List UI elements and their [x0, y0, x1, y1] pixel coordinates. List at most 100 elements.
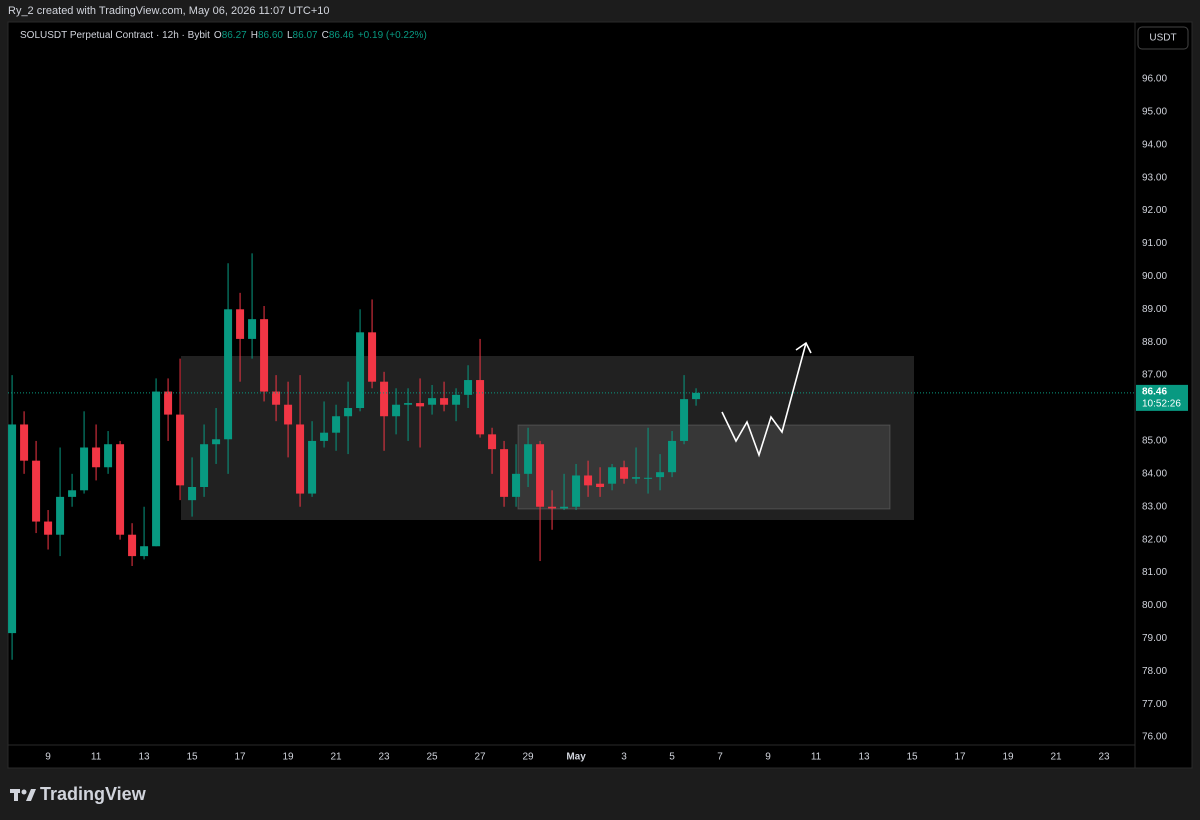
x-tick-label: 19 [283, 752, 295, 763]
candle-body [224, 309, 233, 440]
candle-body [272, 391, 281, 405]
y-tick-label: 96.00 [1142, 74, 1167, 85]
candle-body [692, 392, 701, 400]
arrow-head [795, 341, 812, 354]
candle-body [464, 380, 473, 395]
candle-body [152, 391, 161, 547]
candle-body [44, 521, 53, 535]
candle-body [656, 472, 665, 478]
candle-body [500, 449, 509, 497]
y-tick-label: 81.00 [1142, 567, 1167, 578]
candle-body [536, 444, 545, 507]
last-price-box [1136, 384, 1188, 411]
logo-text: TradingView [40, 784, 147, 804]
candle-body [644, 477, 653, 479]
candle-body [620, 467, 629, 479]
y-tick-label: 76.00 [1142, 732, 1167, 743]
candle-body [32, 460, 41, 522]
y-tick-label: 94.00 [1142, 139, 1167, 150]
x-tick-label: 7 [717, 752, 723, 763]
candle-body [524, 444, 533, 474]
x-tick-label: 13 [139, 752, 151, 763]
x-tick-label: 25 [427, 752, 439, 763]
chart-pane [7, 21, 1193, 769]
logo-icon [26, 789, 36, 801]
candle-body [56, 496, 65, 535]
candle-body [548, 506, 557, 509]
y-tick-label: 83.00 [1142, 501, 1167, 512]
x-tick-label: 21 [331, 752, 343, 763]
candle-body [128, 534, 137, 557]
y-tick-label: 84.00 [1142, 468, 1167, 479]
y-tick-label: 82.00 [1142, 534, 1167, 545]
y-tick-label: 95.00 [1142, 106, 1167, 117]
candle-body [584, 475, 593, 486]
candle-body [608, 467, 617, 484]
candle-body [20, 424, 29, 461]
countdown-label: 10:52:26 [1142, 399, 1181, 410]
candle-body [428, 398, 437, 405]
x-tick-label: 17 [954, 752, 966, 763]
candle-body [392, 404, 401, 417]
logo-icon [14, 789, 18, 801]
credit: Ry_2 created with TradingView.com, May 0… [8, 5, 330, 17]
legend-item: 86.46 [329, 30, 354, 41]
legend-item: C [322, 30, 329, 41]
x-tick-label: 21 [1050, 752, 1062, 763]
candle-body [308, 440, 317, 494]
candle-body [68, 490, 77, 497]
candle-body [380, 381, 389, 417]
candle-body [188, 486, 197, 501]
candle-body [680, 399, 689, 441]
candle-body [320, 432, 329, 441]
y-tick-label: 89.00 [1142, 304, 1167, 315]
last-price-label: 86.46 [1142, 387, 1167, 398]
currency-button[interactable] [1137, 26, 1189, 50]
y-tick-label: 80.00 [1142, 600, 1167, 611]
legend-item: L [287, 30, 293, 41]
candle-body [344, 408, 353, 417]
candle-body [632, 477, 641, 479]
y-tick-label: 87.00 [1142, 370, 1167, 381]
x-tick-label: 17 [235, 752, 247, 763]
candle-body [356, 332, 365, 409]
legend: SOLUSDT Perpetual Contract · 12h · Bybit… [20, 30, 427, 41]
x-tick-label: 5 [669, 752, 675, 763]
candle-body [572, 475, 581, 507]
y-tick-label: 91.00 [1142, 238, 1167, 249]
candle-body [8, 424, 17, 634]
candle-body [560, 506, 569, 509]
candle-body [116, 444, 125, 535]
candle-body [104, 444, 113, 468]
candle-body [248, 319, 257, 339]
candle-body [236, 309, 245, 339]
x-tick-label: 15 [906, 752, 918, 763]
legend-item: SOLUSDT Perpetual Contract · 12h · Bybit [20, 30, 210, 41]
y-tick-label: 79.00 [1142, 633, 1167, 644]
candle-body [332, 416, 341, 433]
x-tick-label: 15 [187, 752, 199, 763]
x-tick-label: 3 [621, 752, 627, 763]
x-tick-label: 23 [379, 752, 391, 763]
x-tick-label: 23 [1098, 752, 1110, 763]
candle-body [164, 391, 173, 415]
x-tick-label: 9 [45, 752, 51, 763]
x-tick-label: May [566, 752, 586, 763]
candle-body [440, 398, 449, 405]
x-tick-label: 27 [475, 752, 487, 763]
x-tick-label: 29 [522, 752, 534, 763]
x-tick-label: 13 [858, 752, 870, 763]
legend-item: H [251, 30, 258, 41]
candle-body [476, 380, 485, 435]
currency-label[interactable]: USDT [1149, 33, 1176, 44]
legend-text: SOLUSDT Perpetual Contract · 12h · Bybit… [20, 30, 427, 41]
candle-body [176, 414, 185, 486]
forecast-arrow [721, 342, 807, 458]
x-tick-label: 19 [1002, 752, 1014, 763]
candle-body [80, 447, 89, 491]
y-tick-label: 90.00 [1142, 271, 1167, 282]
legend-item: 86.27 [222, 30, 247, 41]
candle-body [212, 439, 221, 445]
candle-body [512, 473, 521, 497]
